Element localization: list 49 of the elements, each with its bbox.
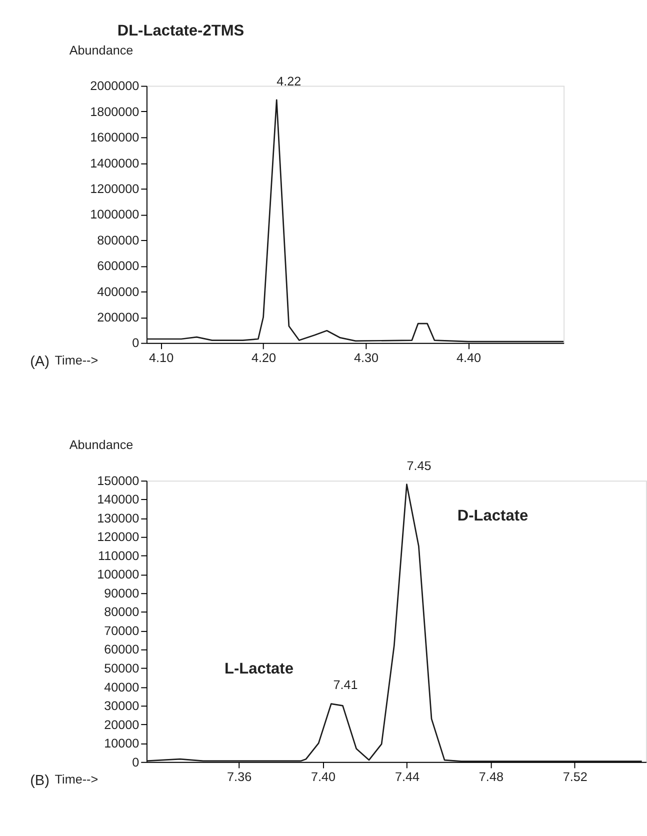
x-tick-label: 4.30 — [354, 350, 379, 365]
y-tick-label: 20000 — [104, 718, 140, 732]
y-tick-label: 30000 — [104, 699, 140, 714]
y-tick-label: 10000 — [104, 736, 140, 751]
x-tick-label: 7.44 — [394, 770, 420, 784]
y-tick-label: 100000 — [97, 568, 140, 582]
y-axis-title: Abundance — [69, 438, 134, 452]
x-axis-title: Time--> — [54, 772, 98, 787]
x-tick-label: 4.40 — [456, 350, 482, 365]
y-tick-label: 120000 — [97, 530, 140, 544]
chart-title: DL-Lactate-2TMS — [117, 22, 244, 40]
annotation: L-Lactate — [224, 660, 294, 678]
x-tick-label: 4.10 — [149, 350, 174, 365]
y-tick-label: 150000 — [97, 474, 140, 488]
y-tick-label: 2000000 — [90, 79, 140, 94]
annotation: D-Lactate — [457, 507, 528, 524]
y-tick-label: 70000 — [104, 624, 140, 638]
y-tick-label: 600000 — [97, 259, 140, 274]
y-tick-label: 1200000 — [90, 182, 140, 196]
y-axis-title: Abundance — [69, 43, 134, 58]
y-tick-label: 60000 — [104, 642, 140, 657]
y-tick-label: 1800000 — [90, 104, 140, 119]
y-tick-label: 0 — [132, 755, 140, 770]
y-tick-label: 0 — [132, 336, 140, 350]
x-tick-label: 7.52 — [562, 770, 588, 784]
y-tick-label: 40000 — [104, 680, 140, 694]
y-tick-label: 50000 — [104, 662, 140, 676]
x-axis-title: Time--> — [54, 354, 98, 368]
annotation: 4.22 — [276, 74, 302, 88]
y-tick-label: 1600000 — [90, 130, 140, 145]
x-tick-label: 7.36 — [227, 770, 252, 784]
x-tick-label: 7.40 — [311, 770, 336, 784]
y-tick-label: 200000 — [97, 310, 140, 325]
y-tick-label: 1400000 — [90, 156, 140, 170]
y-tick-label: 400000 — [97, 284, 140, 299]
annotation: 7.45 — [406, 458, 432, 473]
x-tick-label: 4.20 — [252, 350, 276, 365]
line-series — [146, 484, 643, 762]
y-tick-label: 1000000 — [90, 208, 140, 222]
annotation: 7.41 — [333, 678, 358, 692]
y-tick-label: 110000 — [98, 548, 140, 563]
y-tick-label: 800000 — [97, 233, 140, 248]
x-tick-label: 7.48 — [478, 770, 504, 784]
y-tick-label: 90000 — [104, 586, 140, 600]
y-tick-label: 130000 — [97, 511, 140, 526]
text: (B) — [30, 773, 50, 790]
text: (A) — [30, 354, 50, 370]
y-tick-label: 80000 — [104, 605, 140, 620]
y-tick-label: 140000 — [97, 492, 140, 507]
